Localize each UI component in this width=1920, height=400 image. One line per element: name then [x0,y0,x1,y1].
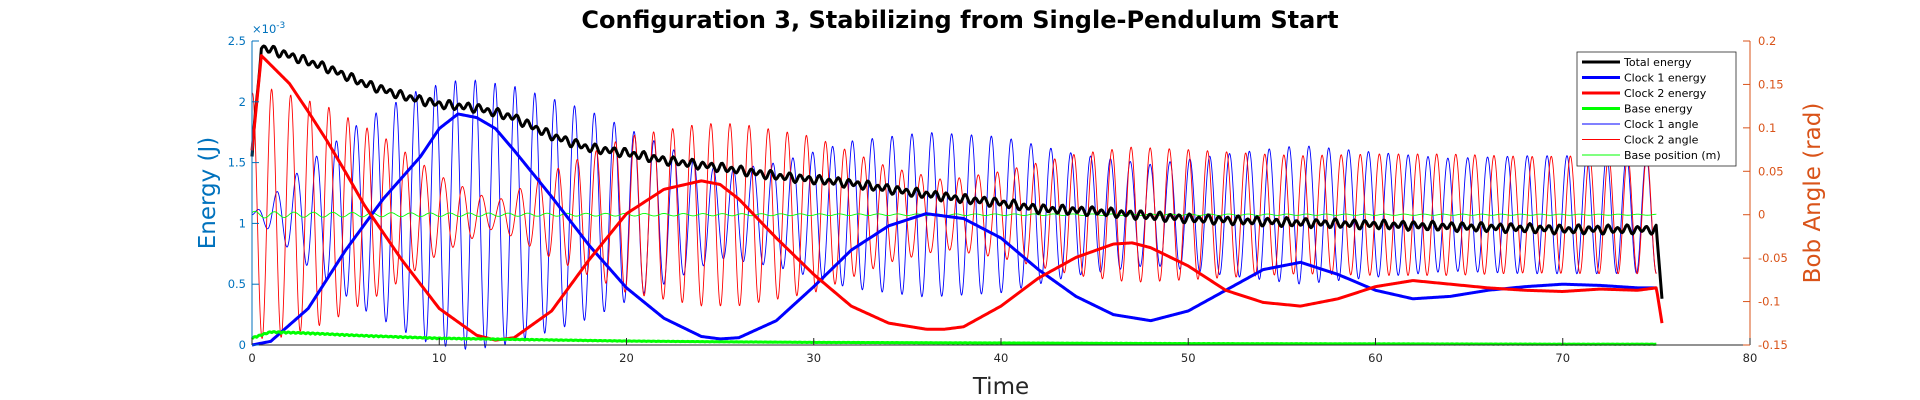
left-axis-label: Energy (J) [195,137,221,250]
left-y-tick-label: 1 [239,216,246,230]
left-y-tick-label: 0.5 [228,277,246,291]
right-y-tick-label: -0.1 [1758,295,1780,309]
legend-label: Clock 2 energy [1624,87,1707,100]
right-y-tick-label: 0.2 [1758,34,1776,48]
right-y-tick-label: 0.1 [1758,121,1776,135]
x-tick-label: 50 [1181,351,1196,365]
series-clock-1-angle [251,79,1657,350]
legend: Total energy Clock 1 energy Clock 2 energy… [1576,51,1737,167]
x-tick-label: 40 [994,351,1009,365]
series-base-energy [250,330,1657,346]
series-total-energy [250,44,1664,299]
x-tick-label: 10 [432,351,447,365]
left-y-tick-label: 2.5 [228,34,246,48]
x-tick-label: 0 [248,351,255,365]
left-y-tick-label: 1.5 [228,156,246,170]
x-tick-label: 30 [806,351,821,365]
right-y-tick-label: 0 [1758,208,1765,222]
right-axis-label: Bob Angle (rad) [1800,103,1826,284]
plot-area [250,41,1750,350]
left-y-tick-label: 0 [239,338,246,352]
x-axis-label: Time [972,374,1029,400]
right-y-tick-label: 0.15 [1758,77,1784,91]
x-tick-label: 80 [1743,351,1758,365]
legend-label: Clock 1 angle [1624,118,1699,131]
series-clock-1-energy [251,112,1657,347]
x-tick-label: 20 [619,351,634,365]
legend-label: Clock 2 angle [1624,134,1699,147]
right-y-tick-label: 0.05 [1758,164,1784,178]
right-y-tick-label: -0.15 [1758,338,1788,352]
legend-label: Total energy [1623,56,1692,69]
legend-label: Base position (m) [1624,149,1721,162]
legend-label: Base energy [1624,103,1693,116]
right-y-tick-label: -0.05 [1758,251,1788,265]
left-y-tick-label: 2 [239,95,246,109]
x-tick-label: 70 [1555,351,1570,365]
axes-layer: 0 10 20 30 40 50 60 70 80 0 0.5 1 1.5 2 2.5 -0.15 -0.1 -0… [228,34,1788,365]
chart-title: Configuration 3, Stabilizing from Single… [581,6,1338,34]
legend-label: Clock 1 energy [1624,72,1707,85]
left-axis-exponent: ×10-3 [252,21,285,36]
series-base-position-m [251,210,1657,219]
series-layer [250,44,1664,350]
x-tick-label: 60 [1368,351,1383,365]
